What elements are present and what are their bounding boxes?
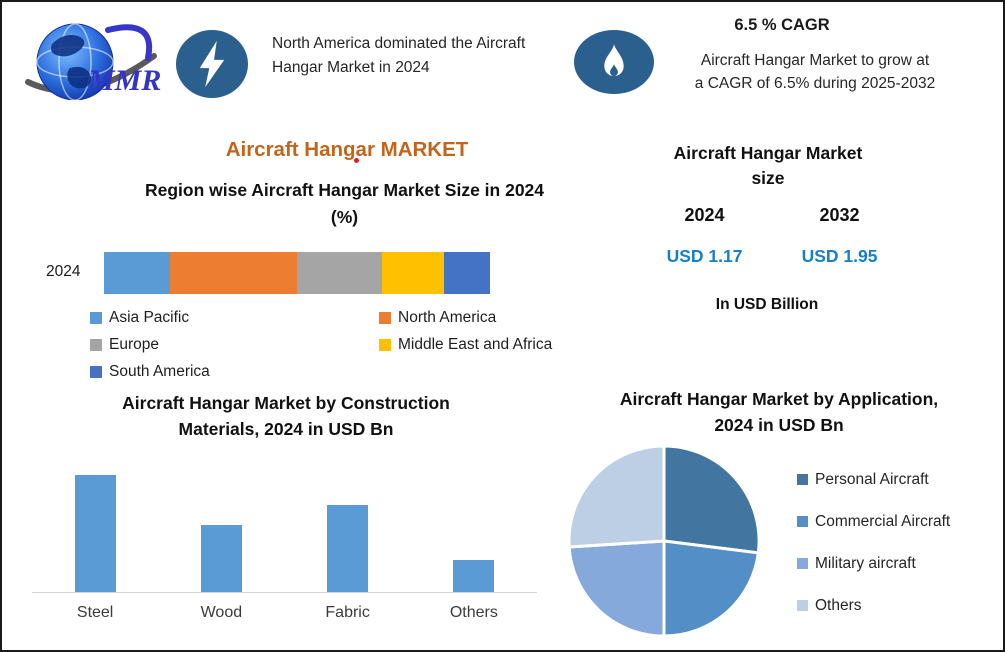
axis-label-fabric: Fabric	[325, 604, 370, 621]
bar-wood	[200, 525, 242, 592]
legend-label: Europe	[109, 335, 159, 353]
market-size-years: 2024 2032	[637, 205, 907, 226]
bar-column-steel	[32, 475, 158, 592]
stacked-segment-north-america	[169, 252, 297, 294]
market-size-unit: In USD Billion	[715, 296, 819, 313]
legend-label: Asia Pacific	[109, 308, 190, 326]
stacked-segment-south-america	[443, 252, 490, 294]
legend-swatch	[379, 338, 391, 351]
logo-text: MMR	[87, 64, 161, 97]
legend-item-asia-pacific: Asia Pacific	[90, 307, 379, 328]
materials-bar-plot	[32, 442, 537, 593]
market-size-title-line1: Aircraft Hangar Market	[673, 143, 863, 163]
lightning-icon	[199, 40, 225, 88]
market-size-values: USD 1.17 USD 1.95	[637, 246, 907, 267]
bar-steel	[74, 475, 116, 592]
legend-swatch	[90, 365, 102, 378]
region-chart-title: Region wise Aircraft Hangar Market Size …	[32, 177, 657, 231]
cagr-text: Aircraft Hangar Market to grow at a CAGR…	[665, 49, 965, 95]
legend-swatch	[797, 600, 808, 611]
legend-item-middle-east-and-africa: Middle East and Africa	[379, 334, 552, 355]
legend-swatch	[797, 516, 808, 527]
axis-label-others: Others	[449, 604, 498, 621]
legend-item-commercial-aircraft: Commercial Aircraft	[797, 511, 950, 532]
pie-slice-personal-aircraft	[662, 444, 761, 555]
mmr-logo: MMR	[22, 12, 174, 101]
axis-label-wood: Wood	[200, 604, 243, 621]
application-pie-legend: Personal Aircraft Commercial Aircraft Mili…	[797, 469, 950, 637]
materials-chart-title-line1: Aircraft Hangar Market by Construction	[122, 393, 450, 413]
value-2032: USD 1.95	[801, 246, 878, 266]
application-chart-title-line2: 2024 in USD Bn	[714, 415, 844, 435]
legend-label: Commercial Aircraft	[815, 512, 951, 530]
cagr-text-line2: a CAGR of 6.5% during 2025-2032	[694, 75, 936, 92]
legend-swatch	[379, 311, 391, 324]
legend-swatch	[797, 474, 808, 485]
application-chart-title: Aircraft Hangar Market by Application, 2…	[559, 386, 999, 438]
region-row-label: 2024	[46, 263, 81, 280]
legend-item-europe: Europe	[90, 334, 379, 355]
flame-badge	[574, 30, 654, 94]
axis-label-steel: Steel	[76, 604, 114, 621]
year-2024-label: 2024	[684, 205, 725, 225]
pie-slice-others	[567, 444, 666, 549]
application-chart-title-line1: Aircraft Hangar Market by Application,	[619, 389, 939, 409]
legend-item-south-america: South America	[90, 361, 379, 382]
year-2032-label: 2032	[819, 205, 860, 225]
materials-chart-title-line2: Materials, 2024 in USD Bn	[178, 419, 394, 439]
legend-label: North America	[398, 308, 497, 326]
legend-label: Others	[815, 596, 862, 614]
region-chart-title-line1: Region wise Aircraft Hangar Market Size …	[144, 180, 545, 200]
region-stacked-bar	[104, 252, 490, 294]
pie-slice-military-aircraft	[567, 539, 666, 638]
legend-swatch	[90, 311, 102, 324]
legend-item-military-aircraft: Military aircraft	[797, 553, 950, 574]
legend-swatch	[797, 558, 808, 569]
stacked-segment-europe	[296, 252, 382, 294]
bar-column-wood	[158, 525, 284, 592]
market-size-title: Aircraft Hangar Market size	[622, 141, 914, 191]
stacked-segment-middle-east-and-africa	[381, 252, 444, 294]
bar-column-others	[411, 560, 537, 592]
bar-fabric	[327, 505, 369, 592]
region-chart-title-line2: (%)	[330, 207, 359, 227]
flame-icon	[604, 44, 624, 77]
cagr-text-line1: Aircraft Hangar Market to grow at	[700, 52, 930, 69]
stacked-segment-asia-pacific	[104, 252, 170, 294]
application-pie-chart	[567, 444, 761, 638]
lightning-badge	[176, 30, 248, 98]
materials-chart-title: Aircraft Hangar Market by Construction M…	[32, 390, 540, 442]
region-legend: Asia Pacific North America Europe Middle Ea…	[90, 307, 552, 382]
legend-label: Personal Aircraft	[815, 470, 929, 488]
legend-label: Middle East and Africa	[398, 335, 553, 353]
fact1-text: North America dominated the Aircraft Han…	[272, 35, 526, 76]
legend-swatch	[90, 338, 102, 351]
materials-axis-labels: Steel Wood Fabric Others	[32, 604, 537, 622]
legend-item-others: Others	[797, 595, 950, 616]
globe-icon: MMR	[25, 23, 161, 101]
legend-label: South America	[109, 362, 210, 380]
page-title: Aircraft Hangar MARKET	[225, 138, 469, 161]
value-2024: USD 1.17	[666, 246, 743, 266]
legend-item-personal-aircraft: Personal Aircraft	[797, 469, 950, 490]
red-dot-accent	[354, 158, 359, 163]
market-size-title-line2: size	[751, 168, 785, 188]
bar-column-fabric	[285, 505, 411, 592]
legend-label: Military aircraft	[815, 554, 916, 572]
bar-others	[453, 560, 495, 592]
legend-item-north-america: North America	[379, 307, 552, 328]
cagr-headline: 6.5 % CAGR	[734, 16, 830, 34]
pie-slice-commercial-aircraft	[662, 539, 760, 638]
